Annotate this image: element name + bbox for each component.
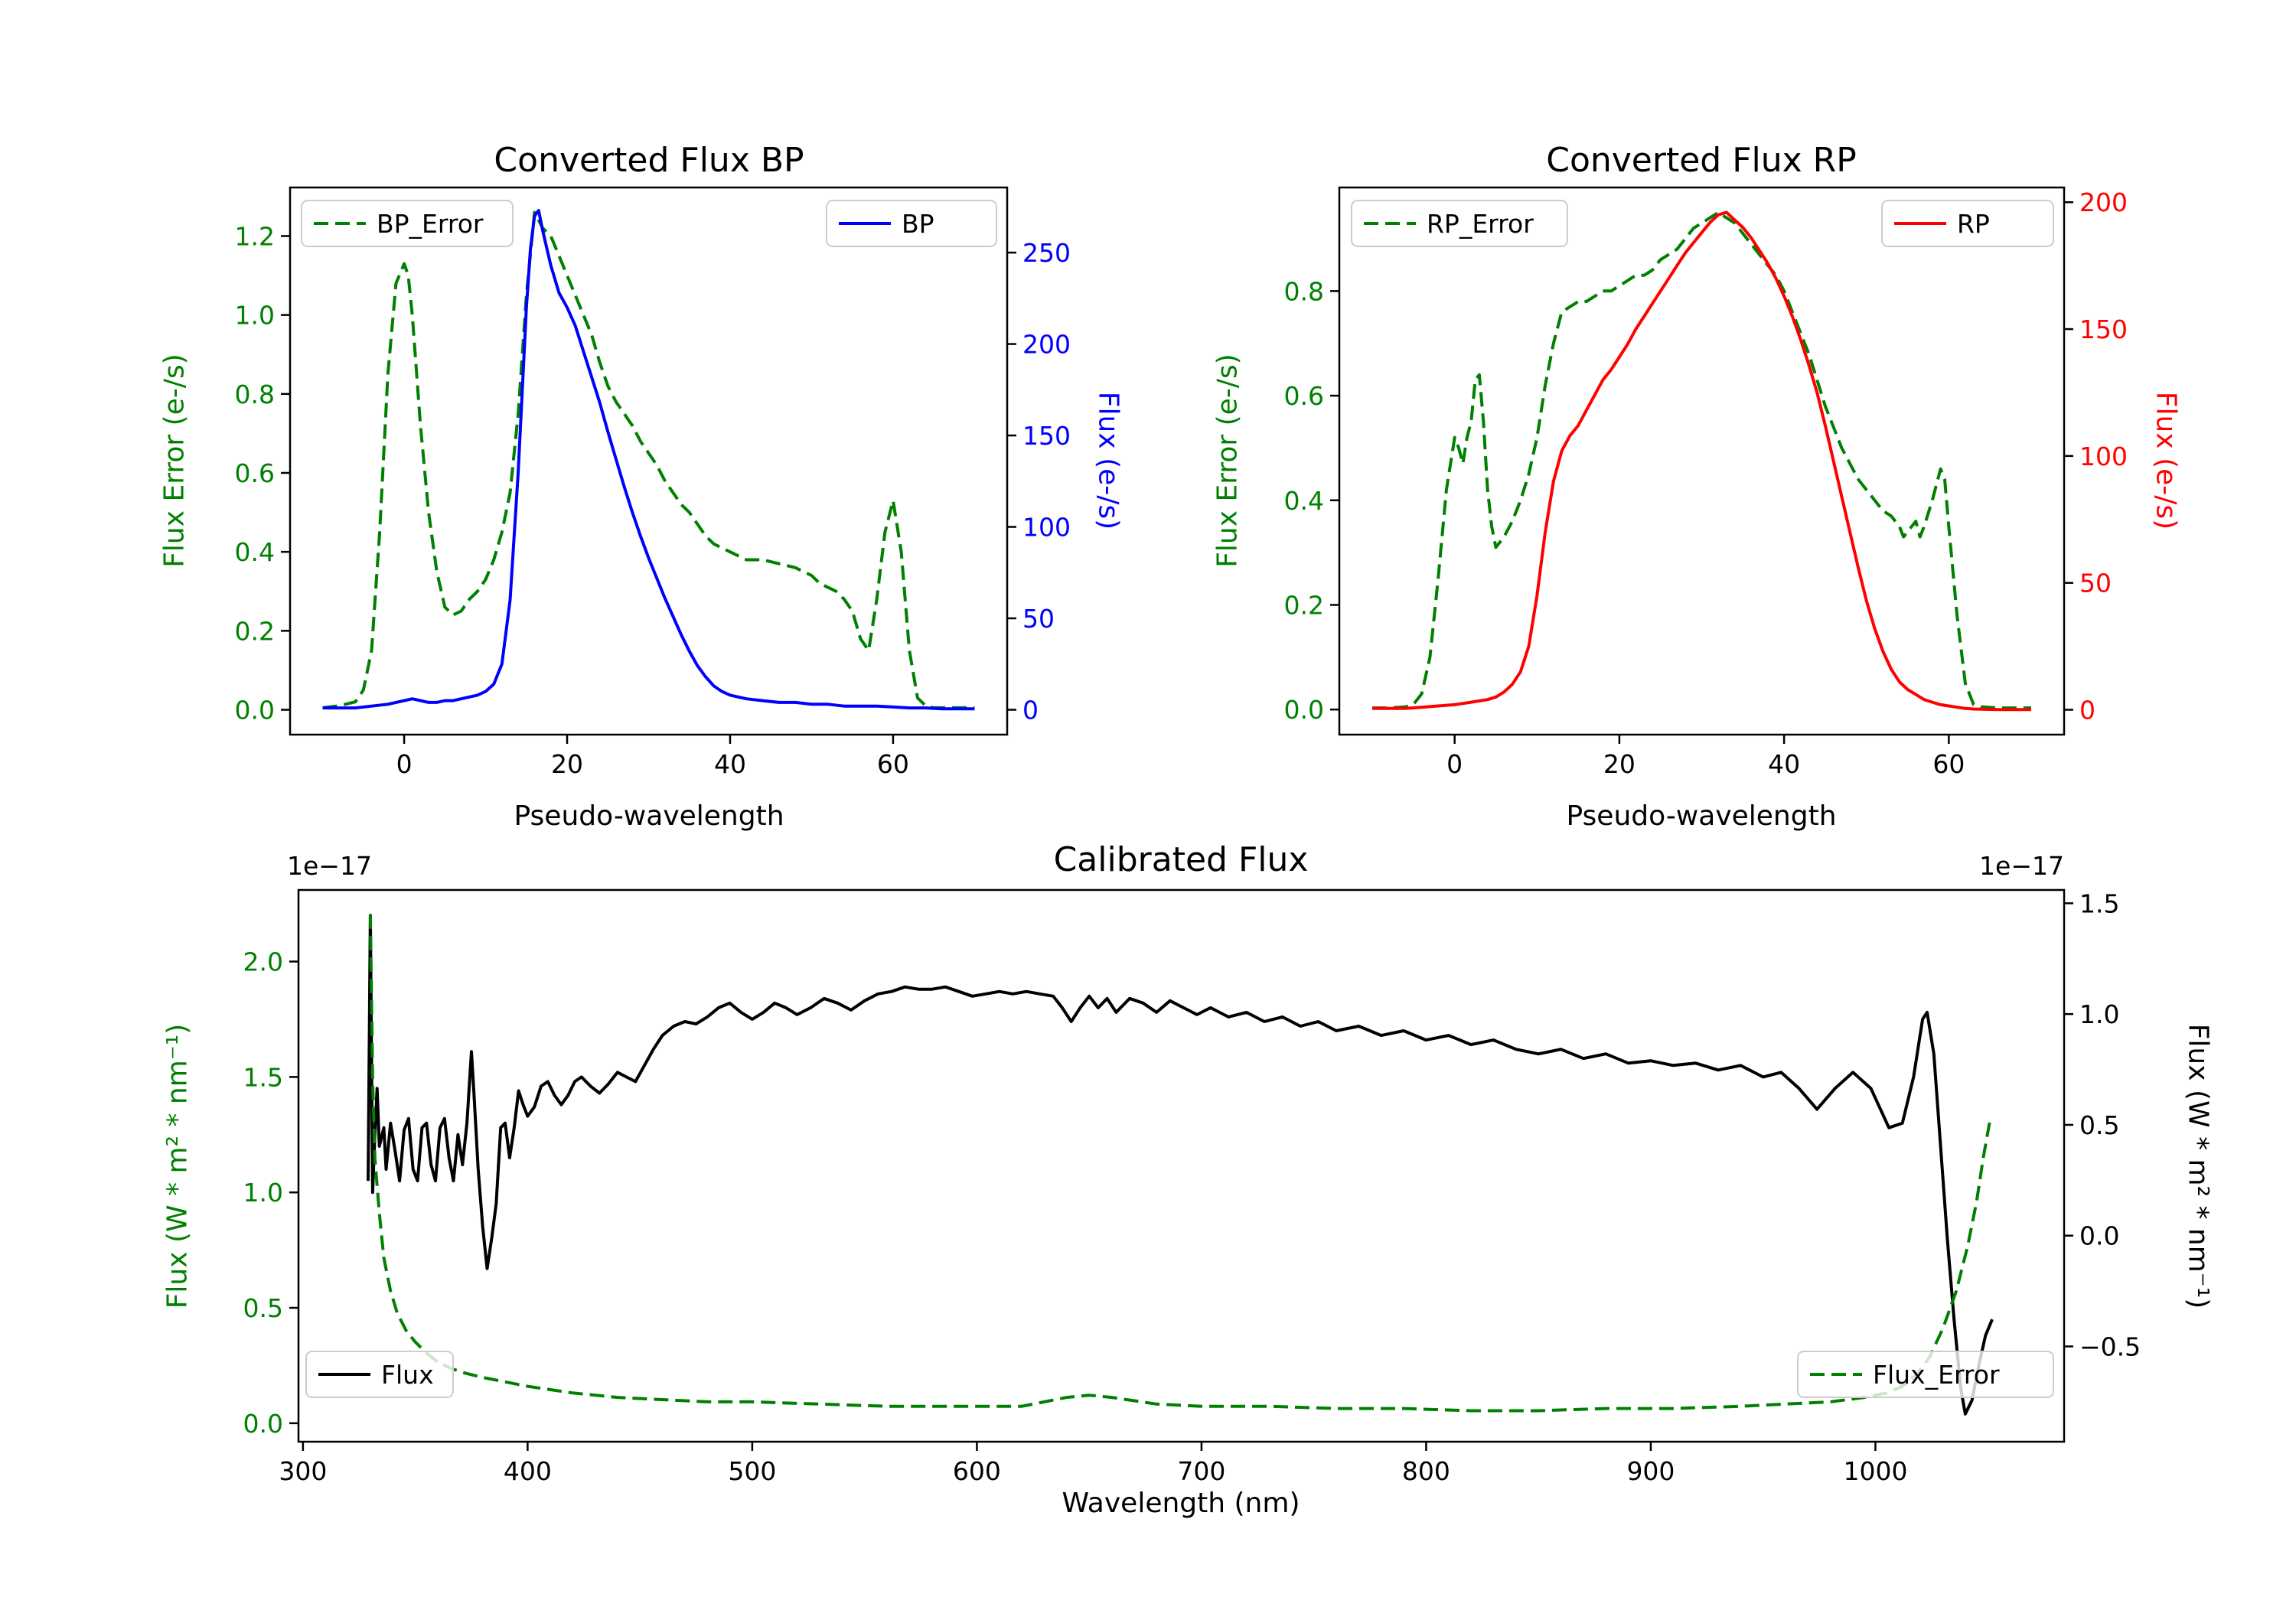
rp-right-ytick-label: 150 [2079, 315, 2128, 344]
rp-right-yaxis-label: Flux (e-/s) [2150, 391, 2182, 530]
rp-legend-label: RP [1957, 209, 1990, 239]
rp-left-ytick-label: 0.8 [1284, 276, 1324, 306]
cal-legend-flux_error [1797, 1351, 2054, 1398]
cal-left-ytick-label: 0.0 [243, 1409, 283, 1439]
rp-right-ytick-label: 200 [2079, 187, 2128, 217]
cal-right-yaxis-label: Flux (W * m² * nm⁻¹) [2182, 1023, 2214, 1309]
cal-right-ytick-label: 0.0 [2079, 1221, 2119, 1251]
bp-left-ytick-label: 0.2 [235, 616, 275, 646]
rp-rp-line [1372, 210, 2031, 712]
rp-legend-label: RP_Error [1427, 209, 1534, 239]
rp-xaxis-label: Pseudo-wavelength [1566, 800, 1837, 832]
cal-right-ytick-label: 1.5 [2079, 888, 2119, 918]
rp-right-ytick-label: 50 [2079, 569, 2112, 598]
rp-left-yaxis-label: Flux Error (e-/s) [1212, 354, 1244, 568]
rp-left-ytick-label: 0.6 [1284, 381, 1324, 411]
cal-left-ytick-label: 1.0 [243, 1178, 283, 1208]
cal-legend-flux [305, 1351, 454, 1398]
bp-legend-bp_error [301, 200, 514, 247]
cal-flux_error-line [368, 914, 1992, 1413]
bp-right-yaxis-label: Flux (e-/s) [1092, 391, 1124, 530]
rp-xtick-label: 20 [1603, 749, 1636, 779]
bp-right-ytick-label: 0 [1022, 696, 1039, 725]
cal-xaxis-label: Wavelength (nm) [1062, 1488, 1300, 1519]
bp-right-ytick-label: 100 [1022, 513, 1071, 543]
cal-xtick-label: 900 [1626, 1456, 1675, 1486]
bp-left-ytick-label: 1.2 [235, 221, 275, 251]
rp-left-ytick-label: 0.0 [1284, 695, 1324, 725]
rp-rp_error-line [1372, 210, 2031, 710]
bp-legend-label: BP_Error [377, 209, 484, 239]
cal-xtick-label: 700 [1177, 1456, 1225, 1486]
cal-right-ytick-label: 1.0 [2079, 999, 2119, 1029]
bp-bp_error-line [322, 210, 975, 709]
cal-xtick-label: 1000 [1843, 1456, 1907, 1486]
cal-right-offset-label: 1e−17 [1979, 851, 2064, 881]
bp-chart-title: Converted Flux BP [494, 141, 804, 180]
bp-xtick-label: 40 [714, 749, 746, 779]
bp-right-ytick-label: 50 [1022, 604, 1055, 634]
bp-xtick-label: 0 [396, 749, 413, 779]
cal-left-yaxis-label: Flux (W * m² * nm⁻¹) [161, 1023, 194, 1309]
cal-legend-label: Flux_Error [1873, 1360, 2000, 1390]
rp-left-ytick-label: 0.2 [1284, 590, 1324, 620]
cal-xtick-label: 800 [1402, 1456, 1450, 1486]
bp-left-ytick-label: 0.4 [235, 537, 275, 567]
bp-xtick-label: 20 [551, 749, 583, 779]
bp-right-ytick-label: 150 [1022, 421, 1071, 451]
cal-left-ytick-label: 1.5 [243, 1062, 283, 1092]
bp-legend-bp [826, 200, 997, 247]
bp-xtick-label: 60 [877, 749, 909, 779]
cal-xtick-label: 600 [953, 1456, 1001, 1486]
cal-chart-title: Calibrated Flux [1053, 840, 1309, 879]
bp-left-ytick-label: 0.6 [235, 458, 275, 488]
bp-right-ytick-label: 250 [1022, 238, 1071, 268]
cal-legend-label: Flux [381, 1360, 434, 1390]
bp-right-ytick-label: 200 [1022, 330, 1071, 360]
rp-xtick-label: 40 [1768, 749, 1800, 779]
cal-plot-frame [297, 888, 2066, 1443]
cal-xtick-label: 400 [504, 1456, 552, 1486]
rp-plot-frame [1338, 186, 2066, 736]
bp-xaxis-label: Pseudo-wavelength [514, 800, 784, 832]
rp-left-ytick-label: 0.4 [1284, 486, 1324, 516]
rp-xtick-label: 0 [1446, 749, 1463, 779]
bp-legend-label: BP [902, 209, 934, 239]
cal-right-ytick-label: −0.5 [2079, 1332, 2141, 1361]
cal-flux-line [367, 914, 1994, 1416]
cal-left-ytick-label: 2.0 [243, 947, 283, 977]
bp-left-ytick-label: 0.0 [235, 696, 275, 725]
bp-left-ytick-label: 0.8 [235, 380, 275, 409]
bp-bp-line [322, 209, 975, 711]
cal-xtick-label: 300 [279, 1456, 327, 1486]
rp-right-ytick-label: 100 [2079, 442, 2128, 471]
bp-left-ytick-label: 1.0 [235, 301, 275, 331]
rp-legend-rp [1881, 200, 2054, 247]
rp-chart-title: Converted Flux RP [1546, 141, 1857, 180]
rp-legend-rp_error [1351, 200, 1568, 247]
bp-left-yaxis-label: Flux Error (e-/s) [158, 354, 191, 568]
cal-right-ytick-label: 0.5 [2079, 1110, 2119, 1140]
cal-xtick-label: 500 [728, 1456, 776, 1486]
cal-left-offset-label: 1e−17 [287, 851, 372, 881]
cal-left-ytick-label: 0.5 [243, 1293, 283, 1323]
rp-right-ytick-label: 0 [2079, 696, 2095, 725]
bp-plot-frame [289, 186, 1009, 736]
rp-xtick-label: 60 [1932, 749, 1965, 779]
